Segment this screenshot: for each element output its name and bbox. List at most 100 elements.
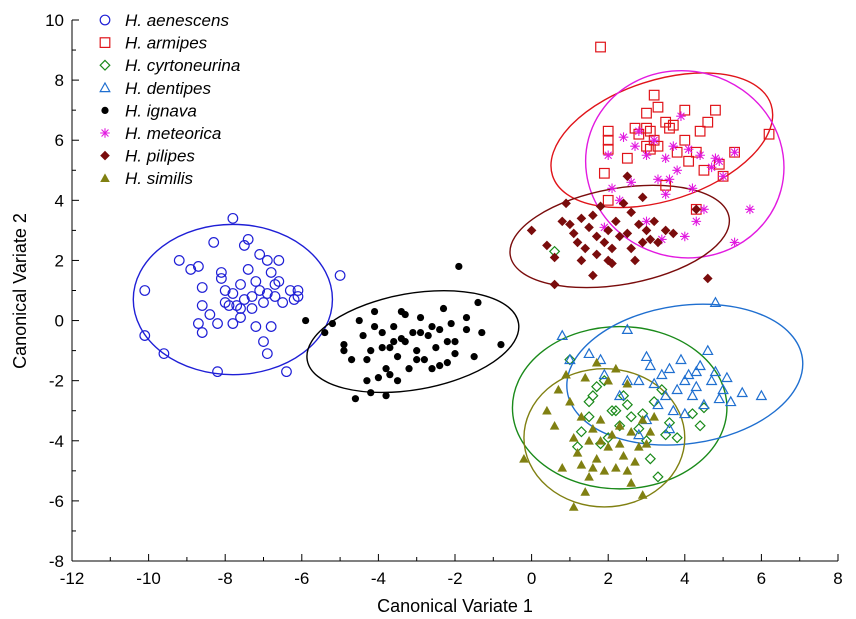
point-h-pilipes [526,225,537,236]
point-h-aenescens [254,249,266,260]
point-h-ignava [393,377,402,385]
point-h-aenescens [192,261,204,272]
point-h-pilipes [630,255,640,266]
x-tick-label: -8 [218,569,233,588]
point-h-meteorica [695,150,705,161]
point-h-dentipes [698,398,710,410]
point-h-armipes [664,122,675,134]
point-h-ignava [302,316,310,325]
legend-marker-h-dentipes [99,81,111,93]
ellipse-h-ignava [306,290,520,394]
x-tick-label: 2 [603,569,612,588]
point-h-pilipes [653,237,663,248]
legend-marker-h-similis [100,173,110,183]
point-h-aenescens [192,318,204,329]
point-h-ignava [428,365,436,373]
point-h-aenescens [204,309,216,320]
y-tick-label: -2 [49,372,64,391]
point-h-ignava [436,325,444,334]
point-h-dentipes [640,350,653,362]
point-h-pilipes [668,228,679,239]
point-h-similis [599,466,610,475]
data-points [139,41,775,511]
point-h-dentipes [659,389,672,401]
legend-marker-h-ignava [101,106,109,114]
point-h-similis [557,463,568,472]
point-h-similis [553,384,564,394]
point-h-armipes [648,89,660,101]
point-h-armipes [652,140,664,152]
point-h-aenescens [261,255,273,266]
point-h-ignava [351,395,360,403]
point-h-dentipes [598,368,611,380]
point-h-aenescens [292,285,304,296]
point-h-similis [637,414,648,424]
point-h-dentipes [713,392,726,404]
point-h-dentipes [678,374,691,386]
point-h-ignava [367,347,375,355]
point-h-ignava [386,344,394,352]
point-h-pilipes [702,273,713,284]
legend-label-h-similis: H. similis [125,169,193,188]
point-h-pilipes [622,171,633,182]
point-h-aenescens [223,300,235,311]
point-h-ignava [436,362,444,370]
point-h-dentipes [613,389,626,401]
x-tick-label: -4 [371,569,386,588]
point-h-pilipes [691,204,702,215]
point-h-similis [588,463,598,472]
point-h-aenescens [284,285,296,296]
point-h-meteorica [729,237,740,248]
point-h-armipes [660,116,672,128]
y-tick-label: 10 [45,11,64,30]
point-h-ignava [378,328,386,337]
x-tick-label: -6 [294,569,309,588]
point-h-similis [611,363,621,373]
legend-label-h-meteorica: H. meteorica [125,124,221,143]
point-h-ignava [424,331,432,340]
point-h-ignava [340,347,348,355]
point-h-similis [568,502,579,511]
point-h-ignava [363,356,371,364]
point-h-aenescens [281,366,292,378]
point-h-meteorica [672,165,682,176]
y-tick-label: 2 [55,251,64,270]
point-h-dentipes [644,359,657,371]
point-h-armipes [641,107,652,119]
point-h-pilipes [607,243,617,254]
point-h-aenescens [196,300,208,311]
point-h-similis [572,448,583,457]
point-h-pilipes [641,225,652,236]
point-h-cyrtoneurina [617,390,630,402]
point-h-armipes [621,152,633,164]
point-h-meteorica [729,147,740,158]
point-h-pilipes [549,279,560,290]
point-h-similis [565,396,575,406]
point-h-armipes [763,128,775,140]
point-h-pilipes [588,210,598,221]
point-h-cyrtoneurina [564,353,576,366]
point-h-dentipes [633,374,645,386]
point-h-aenescens [219,285,231,296]
point-h-cyrtoneurina [610,405,622,417]
point-h-pilipes [549,252,560,263]
point-h-armipes [602,134,614,146]
point-h-ignava [386,371,394,379]
point-h-pilipes [618,198,629,209]
point-h-cyrtoneurina [575,426,588,438]
point-h-similis [591,454,602,463]
point-h-meteorica [668,141,679,152]
point-h-dentipes [656,368,668,380]
point-h-ignava [497,341,505,349]
point-h-aenescens [242,234,254,245]
point-h-similis [542,405,552,415]
point-h-dentipes [663,422,676,434]
point-h-meteorica [630,141,640,152]
point-h-pilipes [660,225,671,236]
point-h-cyrtoneurina [698,402,710,414]
point-h-pilipes [580,243,591,254]
point-h-dentipes [709,296,722,307]
point-h-similis [576,411,587,421]
y-tick-label: -4 [49,432,64,451]
ellipse-h-meteorica [584,69,785,259]
